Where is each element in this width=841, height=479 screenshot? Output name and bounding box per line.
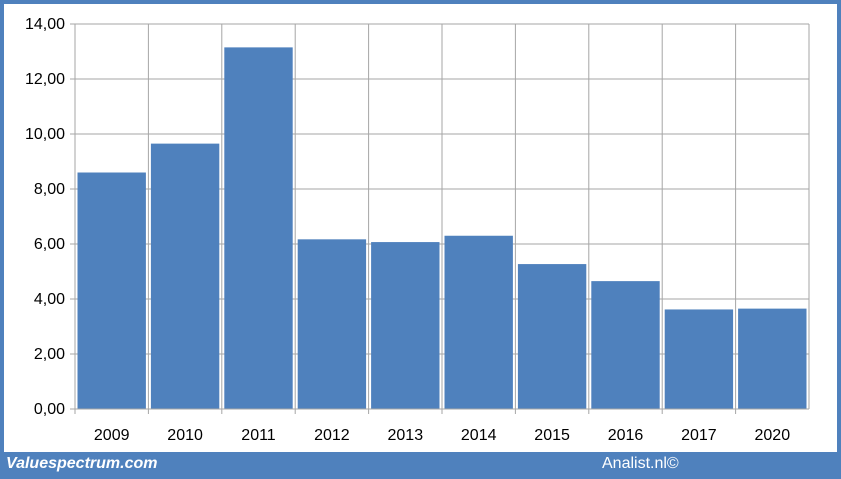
y-tick-label: 2,00 xyxy=(34,346,65,363)
bar xyxy=(297,239,367,409)
bar xyxy=(591,281,660,409)
x-tick-label: 2012 xyxy=(314,427,350,444)
bar xyxy=(150,143,220,409)
bar-chart: 0,00 2,00 4,00 6,00 8,00 10,00 12,00 14,00 2009 2… xyxy=(25,16,810,444)
bar xyxy=(664,309,734,409)
bar xyxy=(371,242,440,409)
bar xyxy=(224,47,293,409)
bar xyxy=(444,235,513,409)
y-tick-label: 10,00 xyxy=(25,126,65,143)
y-tick-label: 12,00 xyxy=(25,71,65,88)
footer-credit-label: Analist.nl© xyxy=(602,455,679,472)
x-tick-label: 2010 xyxy=(167,427,203,444)
y-tick-label: 8,00 xyxy=(34,181,65,198)
x-tick-label: 2017 xyxy=(681,427,717,444)
plot-panel: 0,00 2,00 4,00 6,00 8,00 10,00 12,00 14,00 2009 2… xyxy=(4,4,837,452)
bar xyxy=(517,264,587,409)
y-tick-label: 0,00 xyxy=(34,401,65,418)
x-tick-label: 2009 xyxy=(94,427,130,444)
bar xyxy=(738,308,807,409)
x-tick-label: 2011 xyxy=(241,427,276,444)
x-tick-label: 2016 xyxy=(608,427,644,444)
x-tick-label: 2014 xyxy=(461,427,497,444)
y-tick-label: 4,00 xyxy=(34,291,65,308)
x-tick-label: 2015 xyxy=(534,427,570,444)
x-tick-label: 2020 xyxy=(755,427,791,444)
y-tick-label: 6,00 xyxy=(34,236,65,253)
y-tick-label: 14,00 xyxy=(25,16,65,33)
footer-source-label: Valuespectrum.com xyxy=(6,455,158,472)
x-tick-label: 2013 xyxy=(388,427,424,444)
bar xyxy=(77,172,146,409)
